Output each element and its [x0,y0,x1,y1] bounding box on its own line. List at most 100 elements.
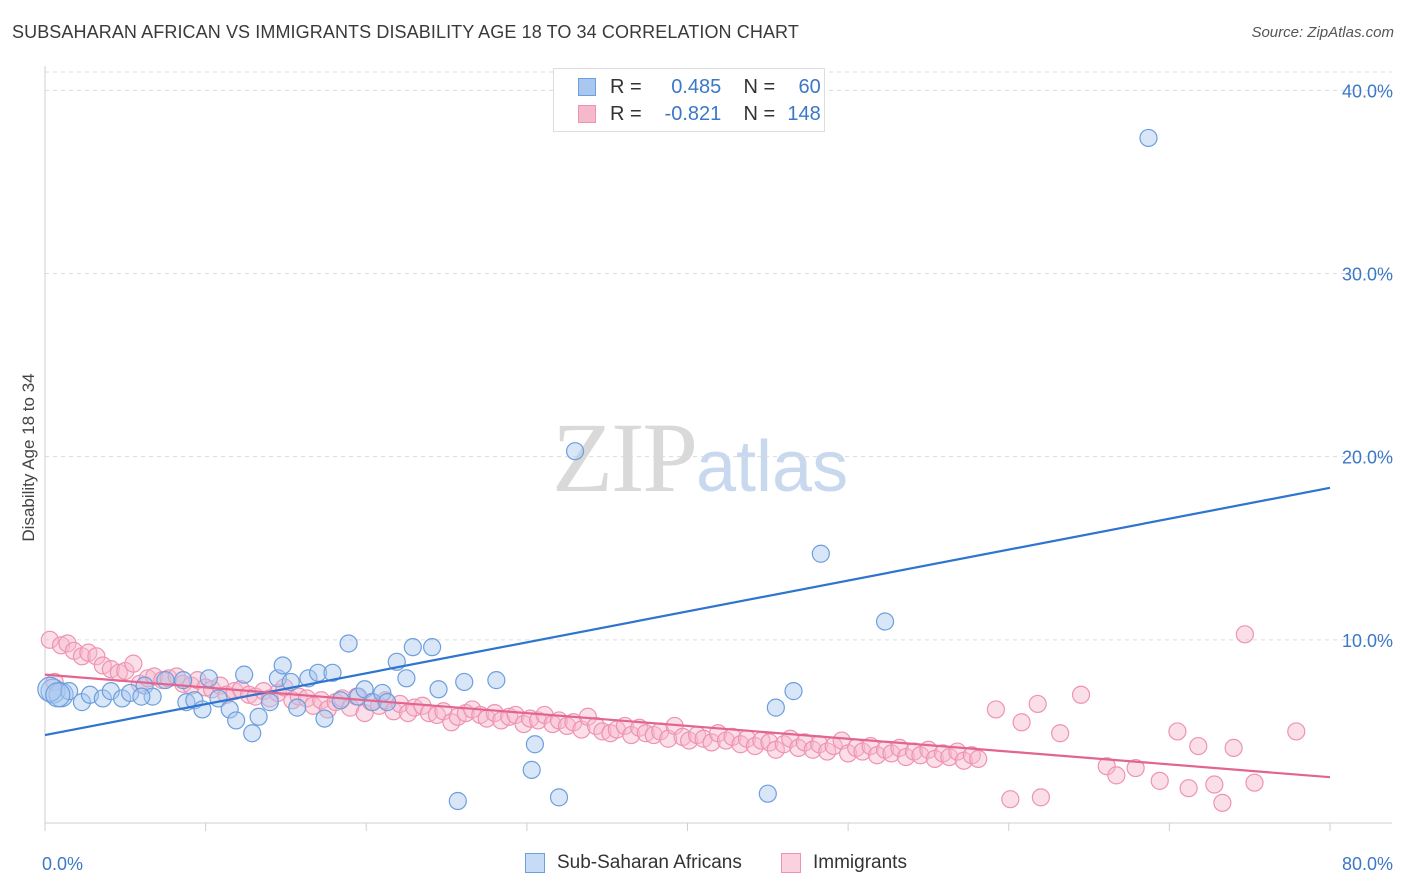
immigrant-point [1189,736,1208,756]
immigrant-point [1051,724,1070,743]
subsaharan-point [121,683,140,703]
legend-item-immigrants[interactable]: Immigrants [781,852,907,874]
subsaharan-point [199,669,218,688]
legend-n-label: N = [743,102,776,125]
immigrant-point [87,647,106,666]
immigrant-point [1287,722,1306,741]
subsaharan-point [448,791,467,811]
legend-item-subsaharan[interactable]: Sub-Saharan Africans [525,852,742,874]
axis-labels: 10.0% 20.0% 30.0% 40.0% 0.0% 80.0% Disability … [19,81,1393,874]
immigrant-point [1179,779,1198,798]
immigrant-point [1031,788,1050,807]
immigrant-point [124,654,143,673]
legend-swatch-pink [578,105,596,123]
subsaharan-point [273,656,292,675]
legend-row-immigrants: R = -0.821 N = 148 [578,102,821,126]
subsaharan-point [525,735,545,754]
immigrant-point [760,733,779,752]
legend-n-value: 148 [787,102,821,125]
subsaharan-point [397,669,416,688]
subsaharan-point [260,693,279,712]
immigrant-point [1168,722,1187,741]
subsaharan-point [355,680,374,699]
immigrant-point [1150,771,1169,790]
series-legend: Sub-Saharan Africans Immigrants [0,852,1406,878]
subsaharan-point [522,760,541,779]
watermark-zip: ZIP [552,402,698,513]
subsaharan-point [249,707,268,726]
x-tick-label: 80.0% [1342,854,1393,874]
legend-n-label: N = [743,75,776,98]
chart-title: SUBSAHARAN AFRICAN VS IMMIGRANTS DISABIL… [12,22,799,42]
immigrant-point [40,630,59,649]
watermark: ZIPatlas [552,400,848,515]
legend-r-label: R = [610,102,642,125]
immigrant-point [58,634,77,653]
y-tick-label: 10.0% [1342,631,1393,651]
immigrant-point [1107,766,1126,785]
subsaharan-point [132,687,151,706]
legend-label-immigrants: Immigrants [813,852,907,873]
subsaharan-point [156,671,175,690]
x-tick-label: 0.0% [42,854,83,874]
source-note: Source: ZipAtlas.com [1251,24,1394,41]
subsaharan-point [423,638,442,657]
subsaharan-point [758,784,777,803]
subsaharan-trend-line [44,486,1331,737]
subsaharan-point [549,788,569,807]
subsaharan-point [235,665,254,684]
immigrant-point [986,700,1006,719]
immigrant-point [1205,775,1224,794]
legend-r-value: 0.485 [671,75,722,98]
legend-r-value: -0.821 [664,102,722,125]
subsaharan-point [766,698,785,717]
immigrant-point [485,703,504,723]
y-tick-label: 30.0% [1342,264,1393,284]
immigrant-point [1071,685,1091,704]
immigrant-point [1028,694,1047,714]
legend-swatch-pink [781,853,801,873]
subsaharan-point [315,709,334,728]
immigrant-point [1126,758,1145,778]
subsaharan-point [565,442,585,461]
legend-row-subsaharan: R = 0.485 N = 60 [578,75,821,99]
subsaharan-point [455,672,474,692]
subsaharan-point [487,671,506,690]
trend-lines [44,486,1331,779]
legend-n-value: 60 [798,75,821,98]
subsaharan-point [339,634,358,653]
subsaharan-point [403,638,422,657]
subsaharan-point [784,682,803,701]
y-axis-title: Disability Age 18 to 34 [19,373,38,541]
subsaharan-point [288,698,307,717]
immigrant-point [969,749,988,768]
subsaharan-point [243,724,262,743]
y-tick-label: 20.0% [1342,448,1393,468]
immigrant-point [1001,790,1020,809]
watermark-atlas: atlas [696,427,849,507]
immigrant-point [1235,625,1254,644]
immigrants-trend-line [44,673,1331,779]
legend-swatch-blue [578,78,596,96]
subsaharan-point [1139,128,1158,148]
axes [44,66,1392,831]
subsaharan-point [227,711,246,730]
immigrant-point [1213,793,1232,812]
subsaharan-point [101,682,120,701]
legend-label-subsaharan: Sub-Saharan Africans [557,852,742,873]
immigrant-point [1224,738,1243,758]
y-tick-label: 40.0% [1342,81,1393,101]
immigrant-point [1245,773,1264,792]
subsaharan-point [875,612,895,631]
subsaharan-point [811,544,830,563]
immigrant-point [702,733,721,752]
subsaharan-point [45,682,71,708]
subsaharan-point [308,663,328,682]
subsaharan-point [429,680,448,699]
subsaharan-point [323,663,342,682]
subsaharan-point [331,691,350,710]
gridlines [45,71,1392,641]
legend-swatch-blue [525,853,545,873]
immigrant-point [1012,713,1031,732]
